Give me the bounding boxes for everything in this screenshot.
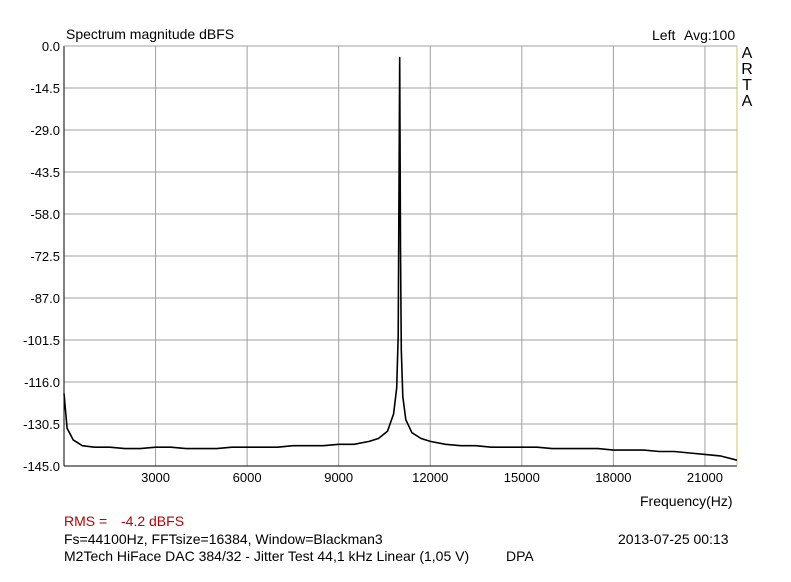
y-tick-label: -29.0 — [30, 123, 60, 138]
y-tick-label: -145.0 — [23, 459, 60, 474]
x-tick-label: 12000 — [412, 470, 448, 485]
x-axis-label: Frequency(Hz) — [640, 493, 733, 509]
y-tick-label: -72.5 — [30, 249, 60, 264]
y-tick-label: -87.0 — [30, 291, 60, 306]
fft-params: Fs=44100Hz, FFTsize=16384, Window=Blackm… — [64, 531, 383, 547]
channel-label: Left — [652, 27, 676, 43]
y-tick-label: -58.0 — [30, 207, 60, 222]
y-tick-label: -116.0 — [24, 375, 60, 390]
rms-value: -4.2 dBFS — [121, 513, 185, 529]
arta-brand: A R T A — [740, 46, 754, 110]
tag-label: DPA — [506, 548, 534, 564]
y-tick-label: 0.0 — [42, 39, 60, 54]
x-tick-label: 6000 — [233, 470, 262, 485]
measurement-datetime: 2013-07-25 00:13 — [618, 531, 729, 547]
brand-letter: A — [741, 45, 753, 62]
x-tick-label: 18000 — [595, 470, 631, 485]
rms-label: RMS = — [64, 513, 108, 529]
chart-title: Spectrum magnitude dBFS — [66, 26, 235, 42]
brand-letter: T — [742, 77, 752, 94]
x-tick-label: 3000 — [141, 470, 170, 485]
brand-letter: A — [741, 93, 753, 110]
x-tick-label: 9000 — [324, 470, 353, 485]
spectrum-trace — [63, 56, 738, 461]
y-tick-label: -14.5 — [30, 81, 60, 96]
brand-letter: R — [741, 61, 753, 78]
device-description: M2Tech HiFace DAC 384/32 - Jitter Test 4… — [64, 548, 470, 564]
x-tick-label: 15000 — [504, 470, 540, 485]
x-tick-label: 21000 — [687, 470, 723, 485]
y-tick-label: -130.5 — [23, 417, 60, 432]
avg-label: Avg:100 — [684, 27, 736, 43]
y-tick-label: -101.5 — [23, 333, 60, 348]
y-tick-label: -43.5 — [30, 165, 60, 180]
